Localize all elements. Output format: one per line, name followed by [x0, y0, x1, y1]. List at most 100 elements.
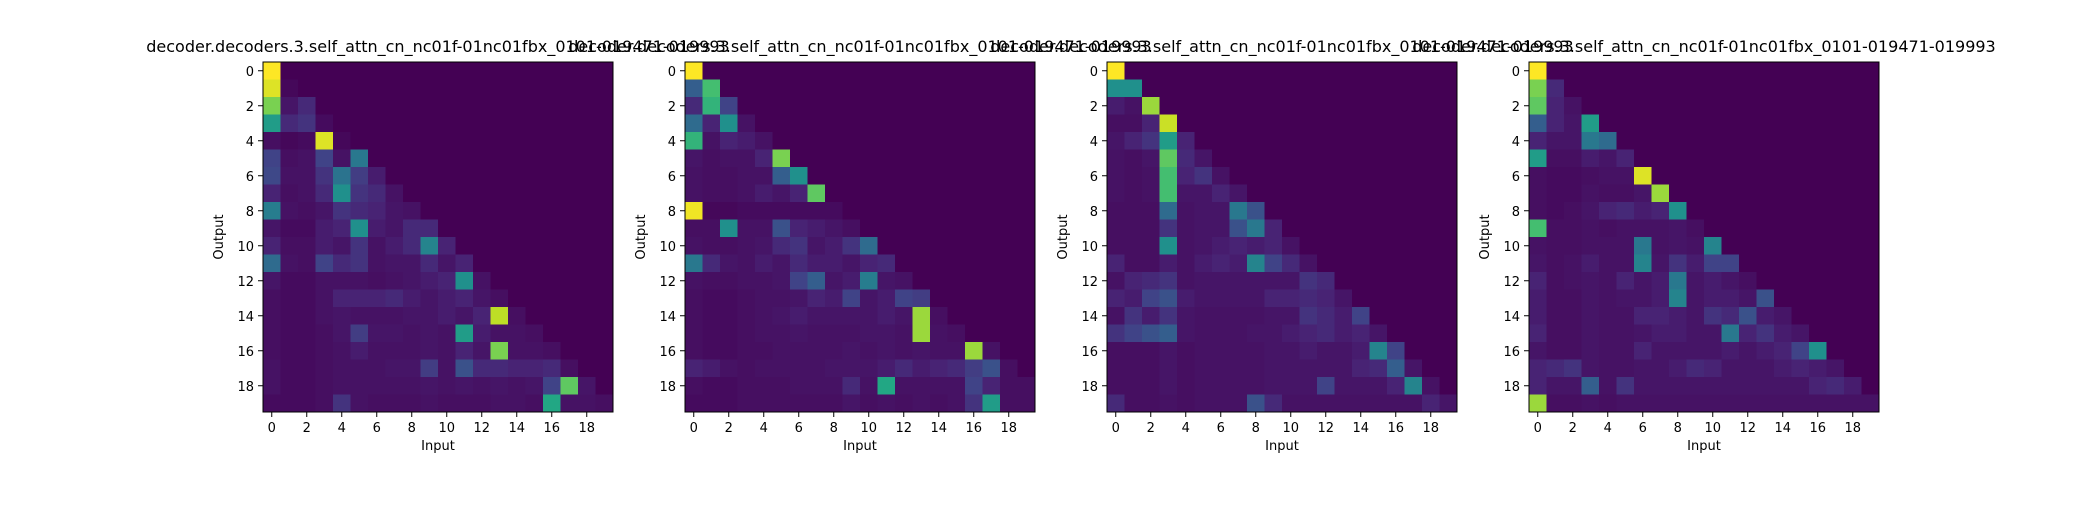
heatmap-cell: [578, 272, 596, 290]
heatmap-cell: [1564, 202, 1582, 220]
heatmap-cell: [1669, 324, 1687, 343]
heatmap-cell: [350, 202, 369, 220]
heatmap-cell: [525, 202, 544, 220]
heatmap-cell: [473, 342, 491, 360]
heatmap-cell: [737, 149, 756, 168]
heatmap-cell: [350, 324, 369, 343]
heatmap-cell: [790, 359, 808, 378]
heatmap-cell: [1826, 184, 1845, 203]
y-tick-label: 16: [1081, 345, 1098, 360]
heatmap-cell: [1756, 79, 1775, 98]
heatmap-cell: [298, 289, 316, 308]
heatmap-cell: [1142, 167, 1160, 185]
heatmap-cell: [350, 342, 369, 360]
heatmap-cell: [1422, 202, 1440, 220]
heatmap-cell: [1634, 132, 1652, 150]
heatmap-cell: [315, 132, 334, 150]
heatmap-cell: [1299, 289, 1318, 308]
heatmap-cell: [1581, 377, 1600, 395]
heatmap-cell: [895, 377, 913, 395]
heatmap-cell: [525, 359, 544, 378]
heatmap-cell: [525, 79, 544, 98]
heatmap-cell: [790, 132, 808, 150]
heatmap-cell: [1352, 132, 1370, 150]
heatmap-cell: [895, 394, 913, 413]
heatmap-cell: [1369, 254, 1388, 273]
heatmap-cell: [1422, 114, 1440, 133]
heatmap-cell: [702, 79, 721, 98]
heatmap-cell: [1546, 254, 1565, 273]
heatmap-cell: [1756, 97, 1775, 115]
heatmap-cell: [702, 272, 721, 290]
heatmap-cell: [508, 289, 526, 308]
heatmap-cell: [508, 394, 526, 413]
heatmap-cell: [1159, 359, 1178, 378]
heatmap-cell: [508, 254, 526, 273]
heatmap-cell: [1299, 149, 1318, 168]
heatmap-cell: [1159, 324, 1178, 343]
heatmap-cell: [842, 114, 861, 133]
heatmap-cell: [1159, 272, 1178, 290]
heatmap-cell: [1704, 342, 1722, 360]
y-tick-label: 4: [1090, 135, 1098, 150]
heatmap-cell: [1317, 167, 1335, 185]
heatmap-cell: [1529, 254, 1547, 273]
heatmap-cell: [1264, 97, 1283, 115]
heatmap-cell: [420, 149, 439, 168]
heatmap-cell: [1194, 114, 1213, 133]
heatmap-cell: [1529, 62, 1547, 80]
heatmap-cell: [1422, 132, 1440, 150]
heatmap-cell: [1861, 202, 1880, 220]
y-tick-label: 14: [1503, 310, 1520, 325]
heatmap-cell: [1142, 342, 1160, 360]
heatmap-cell: [860, 377, 878, 395]
heatmap-cell: [965, 114, 983, 133]
heatmap-cell: [807, 377, 826, 395]
x-tick-label: 0: [268, 421, 276, 436]
panel-title: decoder.decoders.3.self_attn_cn_nc01f-01…: [1412, 37, 1995, 57]
heatmap-cell: [772, 254, 791, 273]
heatmap-cell: [685, 97, 703, 115]
heatmap-cell: [1124, 289, 1143, 308]
heatmap-cell: [825, 237, 843, 255]
heatmap-cell: [1247, 289, 1265, 308]
heatmap-cell: [1299, 324, 1318, 343]
heatmap-cell: [860, 289, 878, 308]
heatmap-cell: [543, 394, 561, 413]
heatmap-cell: [1686, 79, 1705, 98]
heatmap-cell: [1756, 342, 1775, 360]
heatmap-cell: [982, 307, 1001, 325]
heatmap-cell: [807, 149, 826, 168]
heatmap-cell: [1334, 237, 1353, 255]
heatmap-cells: [263, 62, 614, 413]
heatmap-cell: [420, 289, 439, 308]
heatmap-cell: [772, 272, 791, 290]
x-tick-label: 18: [1000, 421, 1017, 436]
heatmap-cell: [1721, 62, 1740, 80]
heatmap-cell: [877, 149, 896, 168]
heatmap-cell: [1194, 342, 1213, 360]
heatmap-cell: [1124, 202, 1143, 220]
heatmap-cell: [1721, 167, 1740, 185]
heatmap-cell: [1704, 237, 1722, 255]
heatmap-cell: [912, 272, 931, 290]
x-tick-label: 10: [438, 421, 455, 436]
heatmap-cell: [1299, 237, 1318, 255]
heatmap-cell: [1721, 377, 1740, 395]
heatmap-cell: [1704, 132, 1722, 150]
heatmap-cell: [385, 184, 404, 203]
heatmap-cell: [1334, 272, 1353, 290]
heatmap-cell: [368, 219, 386, 238]
heatmap-cell: [403, 289, 421, 308]
heatmap-cell: [842, 132, 861, 150]
heatmap-cell: [1756, 167, 1775, 185]
heatmap-cell: [1581, 79, 1600, 98]
heatmap-cell: [1334, 167, 1353, 185]
heatmap-cell: [1599, 202, 1617, 220]
y-tick-label: 16: [659, 345, 676, 360]
heatmap-cell: [490, 289, 509, 308]
heatmap-cell: [280, 167, 299, 185]
heatmap-cell: [560, 394, 579, 413]
heatmap-cell: [1422, 62, 1440, 80]
heatmap-cell: [1439, 79, 1458, 98]
